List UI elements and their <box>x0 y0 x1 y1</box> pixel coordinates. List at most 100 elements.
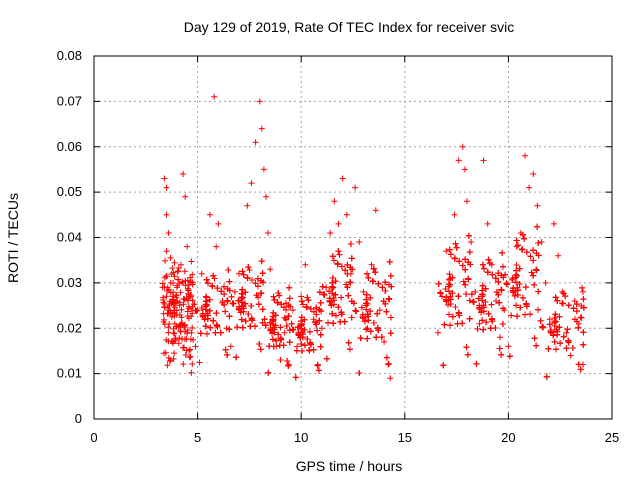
data-point <box>370 265 377 272</box>
data-point <box>173 292 179 299</box>
data-point <box>281 314 288 321</box>
data-point <box>239 324 246 331</box>
data-point <box>221 283 227 290</box>
data-point <box>512 271 519 278</box>
data-point <box>165 230 172 236</box>
data-point <box>224 351 231 358</box>
data-point <box>551 338 558 345</box>
data-point <box>546 321 553 328</box>
data-point <box>222 346 229 353</box>
data-point <box>214 285 221 292</box>
data-point <box>171 350 178 357</box>
data-point <box>262 322 269 328</box>
data-point <box>298 341 305 347</box>
data-point <box>321 291 328 298</box>
data-point <box>160 297 167 303</box>
data-point <box>342 267 349 274</box>
data-point <box>456 258 463 265</box>
data-point <box>310 316 317 323</box>
data-point <box>552 294 559 301</box>
data-point <box>270 309 277 316</box>
data-point <box>244 202 251 209</box>
data-point <box>480 326 487 333</box>
data-point <box>369 278 376 285</box>
data-point <box>329 286 336 292</box>
data-point <box>257 346 264 353</box>
data-point <box>184 308 191 315</box>
data-point <box>189 310 196 317</box>
data-point <box>347 270 354 277</box>
data-point <box>253 292 260 299</box>
data-point <box>519 246 526 253</box>
data-point <box>301 326 308 333</box>
data-point <box>535 306 541 313</box>
data-point <box>179 336 186 343</box>
data-point <box>446 271 453 278</box>
data-point <box>210 272 217 279</box>
data-point <box>162 349 169 356</box>
data-point <box>176 280 183 287</box>
data-point <box>249 317 256 324</box>
data-point <box>180 171 187 177</box>
x-axis-title: GPS time / hours <box>296 458 403 474</box>
data-point <box>569 345 576 351</box>
data-point <box>163 293 170 300</box>
data-point <box>330 320 337 327</box>
data-point <box>513 302 519 309</box>
data-point <box>530 247 537 254</box>
data-point <box>452 240 459 247</box>
data-point <box>565 302 572 309</box>
data-point <box>163 248 170 255</box>
data-point <box>577 366 584 373</box>
data-point <box>363 302 369 309</box>
data-point <box>553 346 559 353</box>
data-point <box>278 301 285 308</box>
data-point <box>347 346 353 353</box>
data-point <box>364 335 371 342</box>
data-point <box>180 295 187 302</box>
data-point <box>288 320 295 327</box>
y-tick-label: 0.08 <box>57 48 82 63</box>
data-point <box>169 265 176 272</box>
data-point <box>513 237 520 244</box>
data-point <box>383 308 390 315</box>
data-point <box>493 289 500 296</box>
data-point <box>515 242 521 249</box>
data-point <box>177 289 184 296</box>
data-point <box>167 254 174 261</box>
data-point <box>335 220 342 227</box>
data-point <box>338 263 345 270</box>
data-point <box>476 320 483 327</box>
data-point <box>376 307 383 314</box>
x-tick-label: 15 <box>398 430 412 445</box>
data-point <box>304 336 311 342</box>
data-point <box>533 267 540 274</box>
data-point <box>563 345 570 352</box>
data-point <box>445 302 451 308</box>
data-point <box>338 294 345 301</box>
data-point <box>239 268 246 275</box>
data-point <box>271 326 278 333</box>
data-point <box>238 316 245 323</box>
data-point <box>516 281 523 287</box>
data-point <box>378 334 385 341</box>
data-point <box>240 302 247 309</box>
data-point <box>325 319 331 326</box>
data-point <box>504 281 511 288</box>
data-point <box>292 374 299 381</box>
data-point <box>519 294 526 301</box>
data-point <box>521 235 528 242</box>
data-point <box>555 252 562 259</box>
data-point <box>230 300 237 307</box>
data-point <box>530 171 537 177</box>
data-point <box>187 346 194 353</box>
data-point <box>227 343 234 350</box>
data-point <box>363 296 370 303</box>
data-point <box>203 276 210 283</box>
data-point <box>348 255 355 262</box>
data-point <box>356 370 363 376</box>
data-point <box>314 327 321 334</box>
data-point <box>381 338 388 345</box>
y-axis-title: ROTI / TECUs <box>5 193 21 283</box>
data-point <box>331 297 337 304</box>
